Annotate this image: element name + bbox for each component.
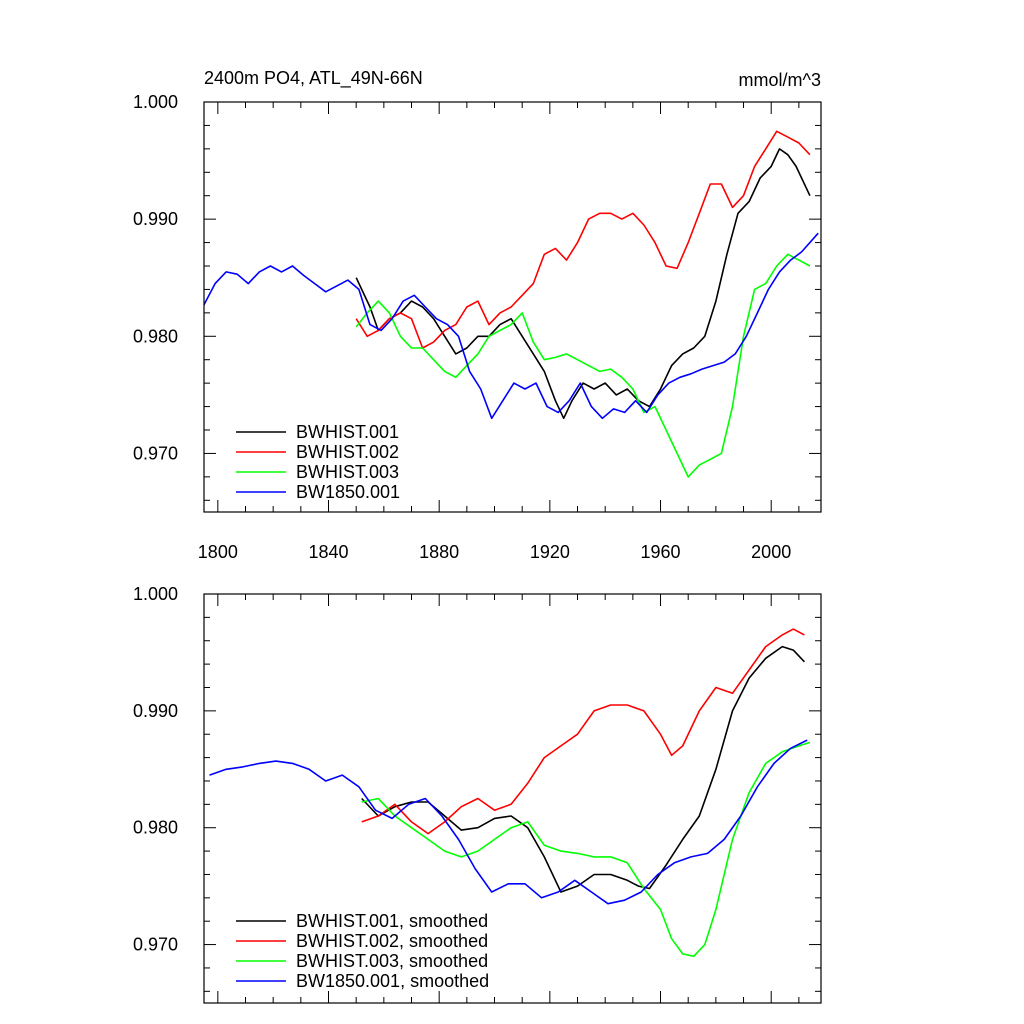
x-tick-label: 1800 <box>198 542 238 562</box>
y-tick-label: 0.980 <box>133 326 178 346</box>
bottom-chart-tick-labels: 0.970 0.980 0.990 1.000 <box>133 584 178 955</box>
x-tick-label: 2000 <box>751 542 791 562</box>
legend-label: BWHIST.001 <box>296 422 399 442</box>
series-line-bwhist-001 <box>355 148 811 420</box>
bottom-chart-frame <box>203 593 822 1004</box>
bottom-chart-ticks <box>204 593 821 1003</box>
y-tick-label: 0.970 <box>133 935 178 955</box>
legend-label: BWHIST.001, smoothed <box>296 911 488 931</box>
y-tick-label: 0.990 <box>133 701 178 721</box>
bottom-chart-panel: 0.970 0.980 0.990 1.000 BWHIST.001, smoothe… <box>133 584 822 1004</box>
y-tick-label: 1.000 <box>133 584 178 604</box>
y-tick-label: 1.000 <box>133 92 178 112</box>
x-tick-label: 1840 <box>308 542 348 562</box>
top-chart-frame <box>203 101 822 513</box>
y-tick-label: 0.970 <box>133 443 178 463</box>
series-line-bwhist-003 <box>361 741 811 958</box>
x-tick-label: 1960 <box>641 542 681 562</box>
series-line-bwhist-002 <box>361 628 805 835</box>
legend-label: BW1850.001 <box>296 482 400 502</box>
chart-title: 2400m PO4, ATL_49N-66N <box>204 68 423 89</box>
series-line-bwhist-001 <box>361 645 805 893</box>
y-tick-label: 0.980 <box>133 818 178 838</box>
x-tick-label: 1880 <box>419 542 459 562</box>
top-chart-tick-labels: 0.970 0.980 0.990 1.000 1800 1840 1880 1920 1960… <box>133 92 791 562</box>
top-chart-panel: 0.970 0.980 0.990 1.000 1800 1840 1880 1920 1960… <box>133 68 822 562</box>
legend-label: BWHIST.002 <box>296 442 399 462</box>
series-line-bwhist-003 <box>355 253 811 478</box>
legend-label: BWHIST.002, smoothed <box>296 931 488 951</box>
y-tick-label: 0.990 <box>133 209 178 229</box>
series-line-bw1850-001 <box>209 739 808 905</box>
series-line-bw1850-001 <box>203 232 819 420</box>
bottom-chart-series <box>209 628 811 958</box>
legend-label: BWHIST.003 <box>296 462 399 482</box>
x-tick-label: 1920 <box>530 542 570 562</box>
series-line-bwhist-002 <box>355 130 811 349</box>
legend-label: BW1850.001, smoothed <box>296 971 489 991</box>
top-chart-series <box>203 130 819 478</box>
legend-label: BWHIST.003, smoothed <box>296 951 488 971</box>
units-label: mmol/m^3 <box>739 70 821 90</box>
